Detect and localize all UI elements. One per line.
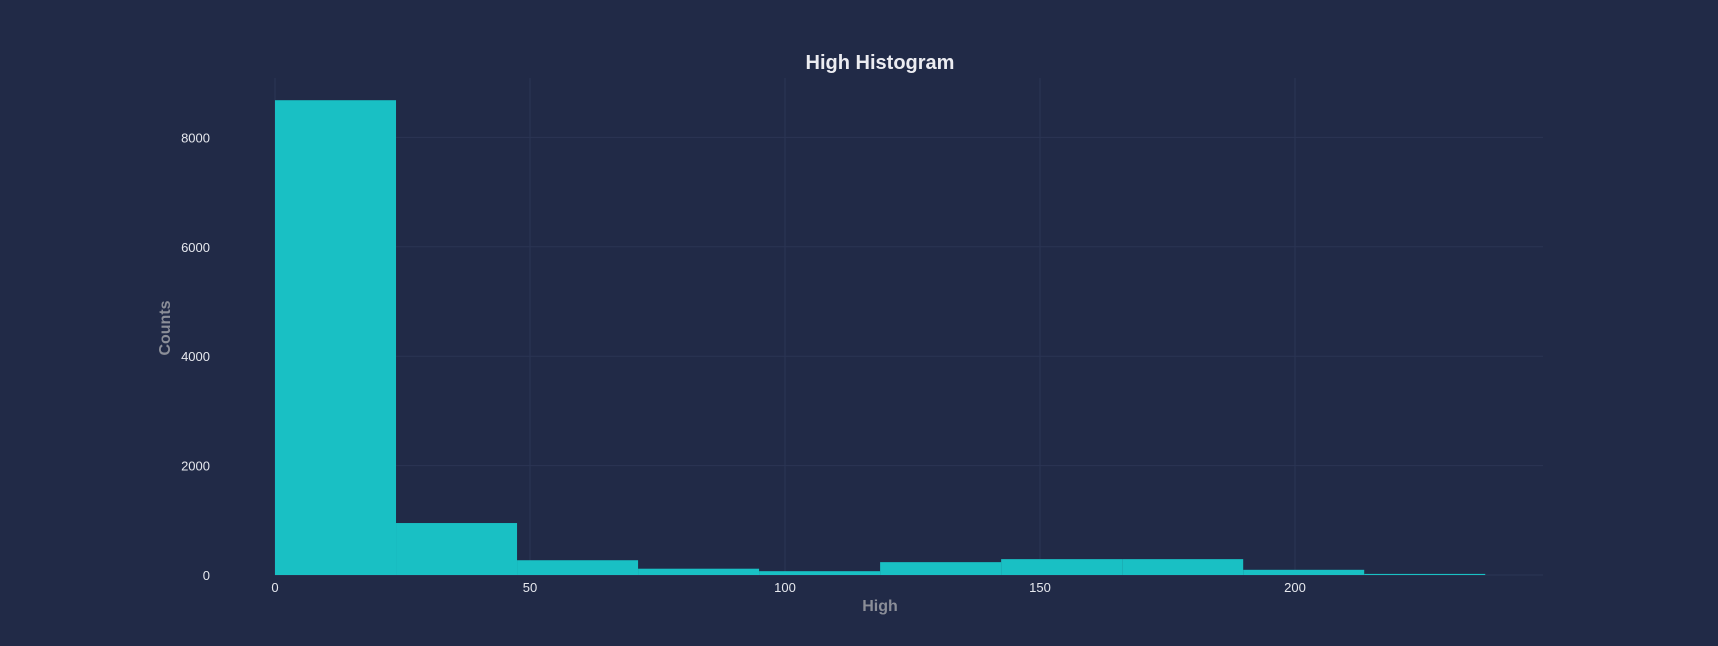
histogram-bar (1122, 559, 1244, 575)
y-tick-label: 0 (203, 568, 210, 583)
grid-lines (274, 78, 1543, 576)
x-tick-label: 150 (1029, 580, 1051, 595)
y-axis-label: Counts (157, 300, 174, 355)
chart-title: High Histogram (806, 52, 955, 74)
histogram-bar (396, 523, 518, 575)
x-axis-ticks: 0 50 100 150 200 (271, 580, 1305, 595)
histogram-bars (275, 100, 1486, 575)
y-axis-ticks: 0 2000 4000 6000 8000 (181, 130, 210, 583)
histogram-bar (1364, 573, 1486, 575)
histogram-bar (880, 562, 1002, 575)
histogram-bar (1243, 569, 1365, 575)
y-tick-label: 4000 (181, 349, 210, 364)
x-tick-label: 0 (271, 580, 278, 595)
histogram-bar (275, 100, 397, 575)
x-tick-label: 100 (774, 580, 796, 595)
histogram-bar (759, 571, 881, 575)
y-tick-label: 2000 (181, 459, 210, 474)
histogram-bar (1001, 559, 1123, 575)
y-tick-label: 8000 (181, 130, 210, 145)
histogram-bar (638, 568, 760, 575)
histogram-bar (517, 560, 639, 575)
x-tick-label: 50 (523, 580, 537, 595)
y-tick-label: 6000 (181, 240, 210, 255)
x-tick-label: 200 (1284, 580, 1306, 595)
x-axis-label: High (862, 598, 898, 615)
